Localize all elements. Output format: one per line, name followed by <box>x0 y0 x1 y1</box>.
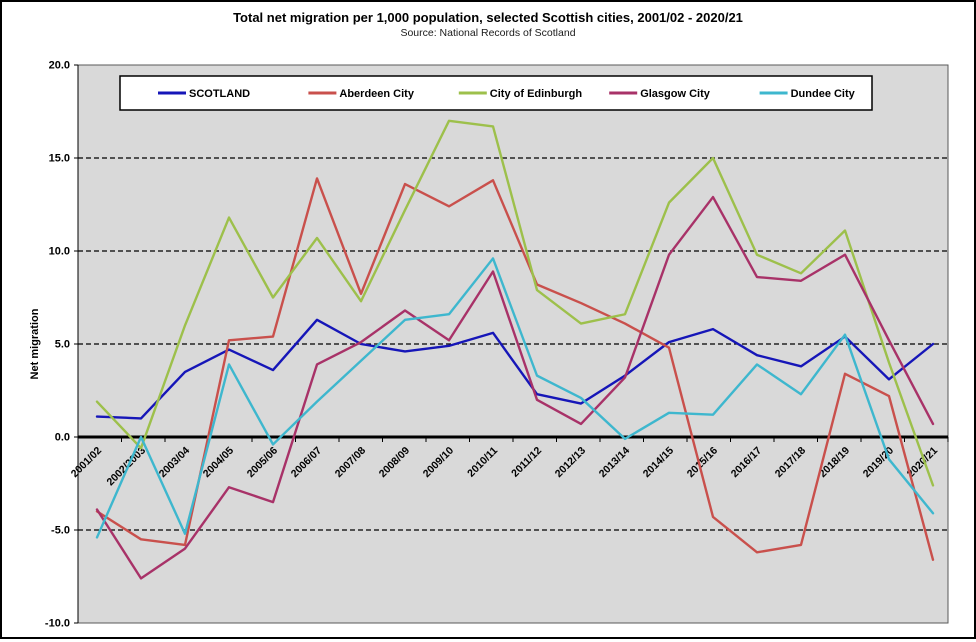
legend-label-0: SCOTLAND <box>189 88 250 100</box>
series-line-aberdeen-city <box>95 177 935 561</box>
series-line-scotland <box>95 318 935 420</box>
legend-label-3: Glasgow City <box>640 88 711 100</box>
series-line-glasgow-city <box>95 195 935 580</box>
legend-label-1: Aberdeen City <box>339 88 414 100</box>
y-tick-label: 15.0 <box>49 153 70 165</box>
y-tick-label: 0.0 <box>55 432 70 444</box>
series-line-city-of-edinburgh <box>95 119 935 487</box>
legend-label-2: City of Edinburgh <box>490 88 583 100</box>
y-tick-label: -5.0 <box>51 525 70 537</box>
series-line-dundee-city <box>95 257 935 539</box>
y-tick-label: 10.0 <box>49 246 70 258</box>
y-tick-label: 20.0 <box>49 60 70 72</box>
y-tick-label: 5.0 <box>55 339 70 351</box>
y-tick-label: -10.0 <box>45 618 70 630</box>
chart-title: Total net migration per 1,000 population… <box>233 10 743 25</box>
legend <box>119 75 873 111</box>
y-axis-title: Net migration <box>29 308 41 379</box>
chart-subtitle: Source: National Records of Scotland <box>400 27 576 39</box>
legend-label-4: Dundee City <box>791 88 856 100</box>
